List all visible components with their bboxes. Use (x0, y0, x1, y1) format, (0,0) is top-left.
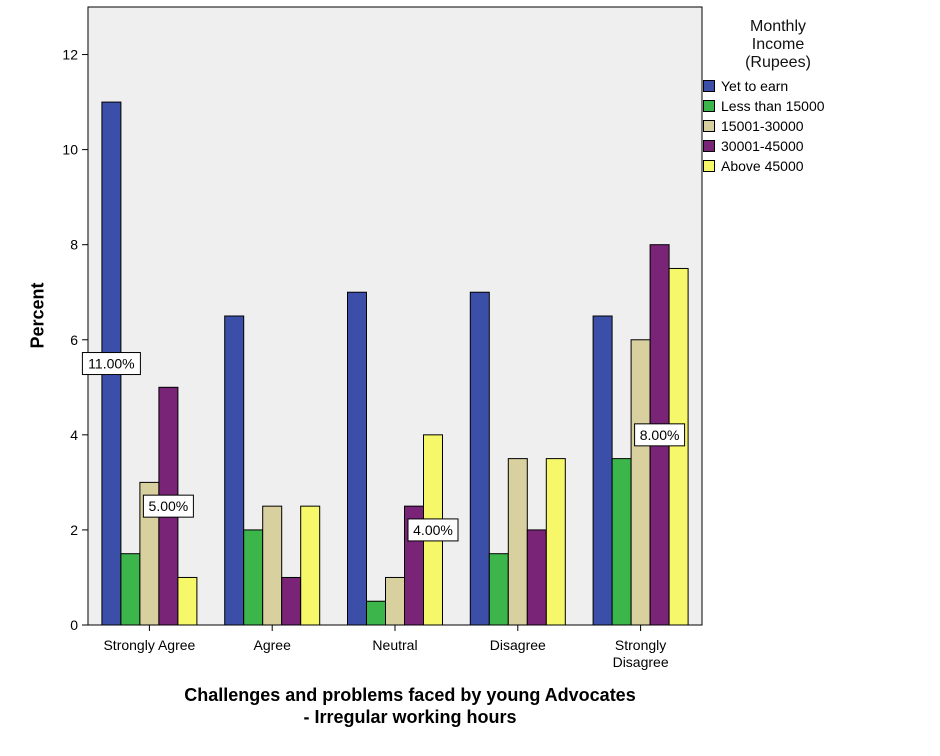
bar-less-than-15000 (366, 600, 386, 626)
legend-item: Above 45000 (703, 156, 903, 176)
data-label-box (407, 518, 459, 542)
data-label-box (142, 494, 194, 518)
x-axis-title-line-2: - Irregular working hours (303, 707, 517, 727)
bar-less-than-15000 (611, 458, 632, 626)
bar-30001-45000 (281, 576, 302, 626)
legend-label: Yet to earn (721, 78, 789, 94)
legend: Monthly Income (Rupees) Yet to earn Less … (703, 18, 903, 176)
bar-30001-45000 (526, 529, 547, 626)
legend-label: Less than 15000 (721, 98, 825, 114)
y-tick-label: 4 (70, 427, 78, 443)
legend-swatch (703, 100, 715, 112)
legend-label: 15001-30000 (721, 118, 804, 134)
legend-label: Above 45000 (721, 158, 804, 174)
data-label: 11.00% (88, 356, 134, 372)
x-tick-label: Agree (254, 637, 292, 653)
bar-above-45000 (545, 458, 566, 626)
legend-item: 15001-30000 (703, 116, 903, 136)
legend-title: Monthly Income (Rupees) (745, 18, 811, 71)
bar-yet-to-earn (469, 291, 490, 626)
bar-above-45000 (177, 576, 198, 626)
y-tick-label: 6 (70, 332, 78, 348)
y-tick-label: 10 (62, 142, 78, 158)
legend-swatch (703, 120, 715, 132)
legend-list: Yet to earn Less than 15000 15001-30000 300… (703, 76, 903, 176)
bar-15001-30000 (507, 458, 528, 626)
legend-item: 30001-45000 (703, 136, 903, 156)
bar-15001-30000 (385, 576, 405, 626)
bar-less-than-15000 (243, 529, 264, 626)
data-label: 8.00% (640, 427, 680, 443)
y-tick-label: 8 (70, 237, 78, 253)
bar-yet-to-earn (592, 315, 613, 626)
legend-swatch (703, 80, 715, 92)
x-tick-label: Strongly Agree (103, 637, 195, 653)
legend-item: Yet to earn (703, 76, 903, 96)
y-tick-label: 0 (70, 617, 78, 633)
bar-15001-30000 (630, 339, 651, 626)
legend-swatch (703, 160, 715, 172)
x-axis-title: Challenges and problems faced by young A… (40, 684, 780, 728)
y-axis-title: Percent (27, 282, 48, 349)
x-tick-label: Neutral (372, 637, 417, 653)
y-tick-label: 12 (62, 47, 78, 63)
x-axis-title-line-1: Challenges and problems faced by young A… (184, 685, 636, 705)
legend-item: Less than 15000 (703, 96, 903, 116)
legend-label: 30001-45000 (721, 138, 804, 154)
data-label: 5.00% (149, 498, 189, 514)
bar-yet-to-earn (347, 291, 367, 626)
x-tick-label: Strongly Disagree (613, 637, 669, 670)
data-label-box (634, 423, 686, 447)
data-label-box (81, 352, 141, 376)
bar-above-45000 (668, 267, 689, 626)
x-tick-label: Disagree (490, 637, 546, 653)
y-tick-label: 2 (70, 522, 78, 538)
data-label: 4.00% (413, 522, 453, 538)
legend-swatch (703, 140, 715, 152)
bar-less-than-15000 (488, 553, 509, 626)
bar-15001-30000 (262, 505, 283, 626)
bar-above-45000 (300, 505, 321, 626)
bar-yet-to-earn (224, 315, 245, 626)
bar-less-than-15000 (120, 553, 141, 626)
